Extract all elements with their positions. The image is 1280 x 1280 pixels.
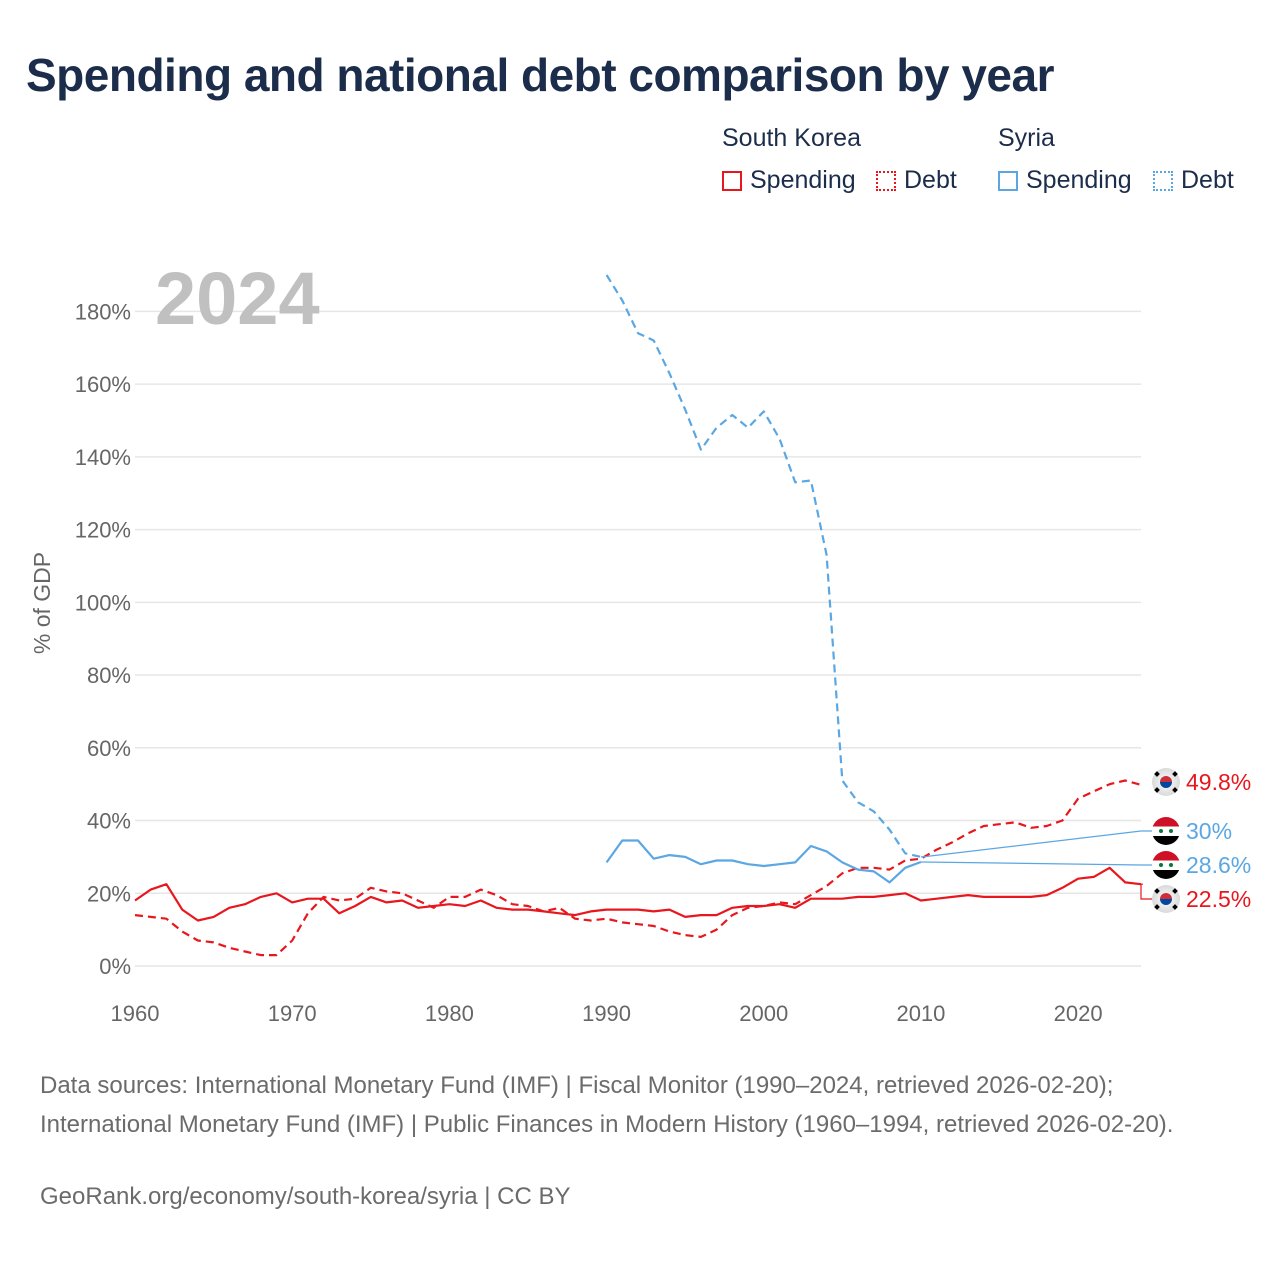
x-tick-label: 1970	[268, 1001, 317, 1026]
legend-dotted-swatch-icon	[1153, 170, 1173, 191]
end-value-label: 49.8%	[1186, 769, 1251, 795]
chart-title: Spending and national debt comparison by…	[26, 49, 1055, 101]
x-tick-label: 2000	[739, 1001, 788, 1026]
legend-syria-spending[interactable]: Spending	[998, 166, 1132, 195]
legend-label: Debt	[904, 166, 957, 194]
end-value-label: 30%	[1186, 818, 1232, 844]
series-line-syria-debt[interactable]	[605, 274, 922, 858]
x-tick-label: 2020	[1054, 1001, 1103, 1026]
south-korea-flag-icon	[1152, 885, 1180, 913]
label-leader-line	[920, 830, 1152, 858]
legend-label: Spending	[750, 166, 856, 194]
y-tick-label: 100%	[75, 590, 131, 615]
series-line-south-korea-spending[interactable]	[134, 866, 1142, 922]
line-chart: 0% 20% 40% 60% 80% 100% 120% 140% 160% 180% 1960 19…	[29, 257, 1251, 1026]
legend-south-korea-heading: South Korea	[722, 124, 861, 152]
y-tick-label: 40%	[87, 809, 131, 834]
y-tick-label: 140%	[75, 445, 131, 470]
label-leader-line	[920, 861, 1152, 866]
legend-south-korea-spending[interactable]: Spending	[722, 166, 856, 195]
y-tick-label: 20%	[87, 881, 131, 906]
y-tick-label: 160%	[75, 372, 131, 397]
south-korea-flag-icon	[1152, 768, 1180, 796]
data-sources: Data sources: International Monetary Fun…	[40, 1072, 1174, 1138]
legend-syria-debt[interactable]: Debt	[1153, 166, 1234, 195]
legend-solid-swatch-icon	[998, 170, 1018, 191]
source-credit-link[interactable]: GeoRank.org/economy/south-korea/syria | …	[40, 1183, 571, 1210]
x-tick-label: 1990	[582, 1001, 631, 1026]
y-axis-title: % of GDP	[29, 552, 55, 654]
series-line-south-korea-debt[interactable]	[134, 779, 1142, 957]
y-tick-label: 60%	[87, 736, 131, 761]
label-leader-line	[1140, 883, 1152, 900]
legend-syria-heading: Syria	[998, 124, 1055, 152]
syria-flag-icon	[1152, 851, 1180, 879]
x-tick-label: 1980	[425, 1001, 474, 1026]
legend-south-korea-debt[interactable]: Debt	[876, 166, 957, 195]
end-value-label: 28.6%	[1186, 852, 1251, 878]
y-tick-label: 0%	[99, 954, 131, 979]
legend-solid-swatch-icon	[722, 170, 742, 191]
y-tick-label: 180%	[75, 299, 131, 324]
legend-label: Spending	[1026, 166, 1132, 194]
syria-flag-icon	[1152, 817, 1180, 845]
year-watermark: 2024	[155, 257, 320, 340]
x-tick-label: 2010	[896, 1001, 945, 1026]
y-tick-label: 80%	[87, 663, 131, 688]
end-value-label: 22.5%	[1186, 886, 1251, 912]
series-line-syria-spending[interactable]	[605, 839, 922, 884]
legend-dotted-swatch-icon	[876, 170, 896, 191]
y-tick-label: 120%	[75, 518, 131, 543]
x-tick-label: 1960	[111, 1001, 160, 1026]
legend-label: Debt	[1181, 166, 1234, 194]
